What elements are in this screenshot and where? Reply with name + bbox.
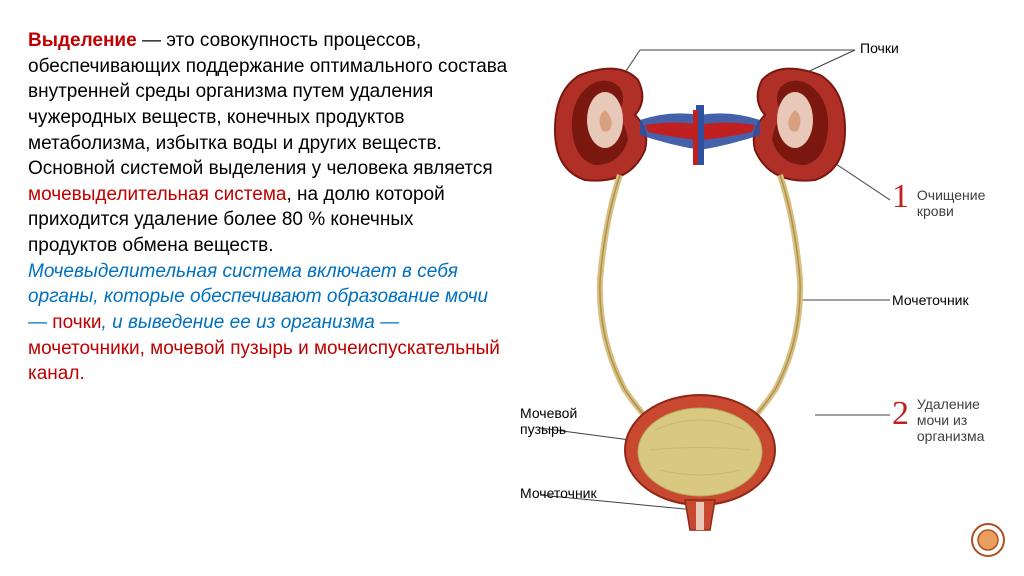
urethra: [685, 500, 715, 530]
para3-b: , и выведение ее из организма: [102, 312, 375, 333]
term-organs: мочеточники, мочевой пузырь и мочеиспуск…: [28, 338, 500, 385]
dash2: —: [375, 312, 399, 333]
vessels: [640, 105, 760, 165]
left-kidney: [555, 69, 646, 181]
para3: Мочевыделительная система включает в себ…: [28, 259, 508, 387]
urinary-system-diagram: Почки 1 Очищение крови Мочеточник 2 Удал…: [520, 20, 1010, 540]
para3-a: Мочевыделительная система включает в себ…: [28, 261, 488, 308]
label-urethra: Мочеточник: [520, 485, 597, 501]
term-excretion: Выделение: [28, 30, 137, 51]
label-kidneys: Почки: [860, 40, 899, 56]
para1: Выделение — это совокупность процессов, …: [28, 28, 508, 156]
right-kidney: [754, 69, 845, 181]
label-func1: Очищение крови: [917, 187, 987, 219]
diagram-svg: [520, 20, 1010, 540]
label-func2: Удаление мочи из организма: [917, 396, 997, 444]
definition-text: Выделение — это совокупность процессов, …: [28, 28, 508, 387]
num-1: 1: [892, 178, 909, 215]
term-urinary-system: мочевыделительная система: [28, 184, 287, 205]
label-bladder: Мочевой пузырь: [520, 405, 590, 437]
para2-a: Основной системой выделения у человека я…: [28, 158, 493, 179]
label-ureter: Мочеточник: [892, 292, 969, 308]
para2: Основной системой выделения у человека я…: [28, 156, 508, 259]
bladder: [625, 395, 775, 505]
corner-decoration: [970, 522, 1006, 558]
dash1: —: [28, 312, 52, 333]
term-kidneys: почки: [52, 312, 101, 333]
num-2: 2: [892, 395, 909, 432]
